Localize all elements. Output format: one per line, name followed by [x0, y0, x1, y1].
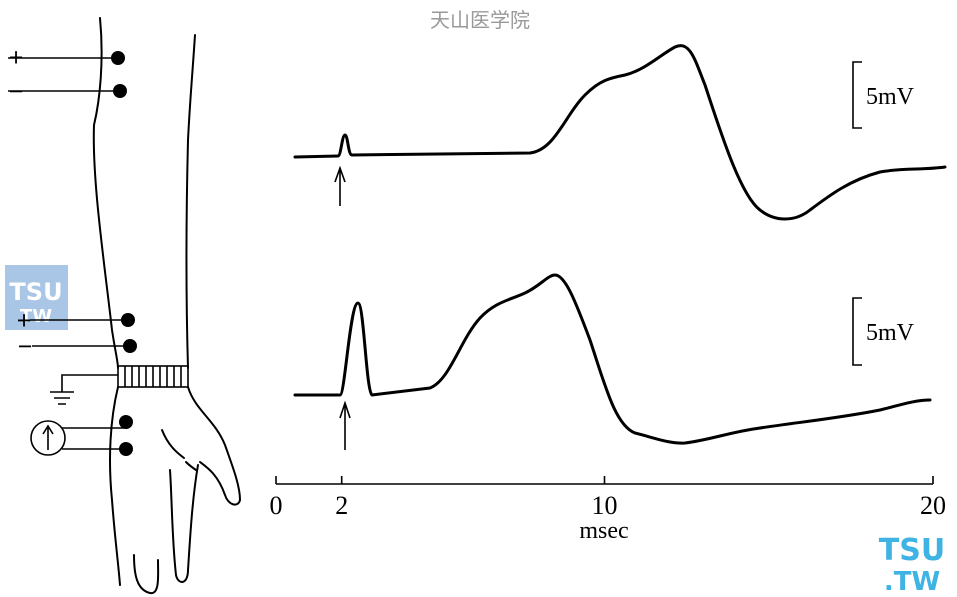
axis-label: msec [579, 518, 628, 544]
stimulator [30, 415, 133, 456]
tick-label: 20 [920, 491, 946, 520]
plus-sign: + [17, 306, 32, 335]
plus-sign: + [9, 43, 24, 72]
arm [92, 17, 241, 595]
side-logo-box [5, 265, 68, 330]
corner-logo-text: .TW [884, 567, 940, 597]
stimulus-arrow [339, 400, 351, 450]
ground [50, 374, 118, 405]
upper-electrodes [8, 51, 127, 98]
corner-logo-text: TSU [879, 533, 945, 568]
side-logo-text: TSU [9, 278, 62, 306]
side-logo-text: TW [20, 306, 52, 327]
minus-sign: − [18, 332, 33, 361]
tick-label: 2 [335, 491, 348, 520]
trace-upper [293, 44, 947, 221]
tick-label: 10 [592, 491, 618, 520]
scale-bar [852, 297, 862, 366]
scale-bar [852, 61, 862, 129]
tick-label: 0 [270, 491, 283, 520]
minus-sign: − [9, 77, 24, 106]
watermark: 天山医学院 [430, 8, 530, 32]
time-ticks: 0 2 10 20 [270, 476, 946, 520]
trace-lower [293, 273, 932, 445]
scale-label: 5mV [866, 84, 915, 110]
lower-electrodes [30, 313, 137, 353]
stimulus-arrow [334, 165, 346, 206]
scale-label: 5mV [866, 320, 915, 346]
